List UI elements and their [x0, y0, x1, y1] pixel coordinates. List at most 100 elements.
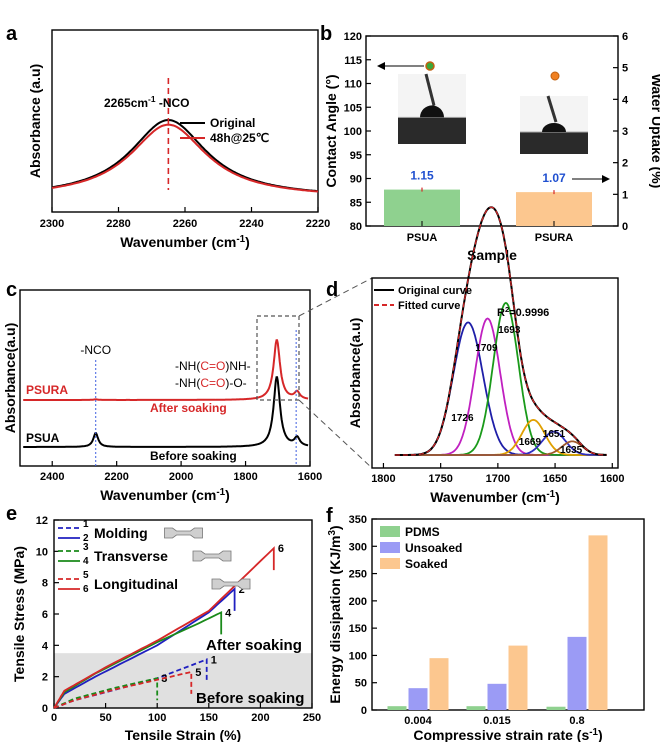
axes-box-f: [371, 518, 645, 711]
x-tick-label-a: 2260: [173, 218, 197, 230]
peak-label-d-1669: 1669: [519, 437, 542, 448]
legend-number-e-5: 5: [83, 570, 89, 581]
series-note-c-psua: Before soaking: [150, 449, 237, 463]
x-tick-label-a: 2240: [239, 218, 263, 230]
curve-number-label-2: 2: [239, 584, 245, 596]
x-tick-label-e: 250: [303, 712, 321, 724]
peak-label-d-1726: 1726: [451, 413, 474, 424]
legend-number-e-2: 2: [83, 533, 89, 544]
zoom-box-c: [256, 315, 300, 401]
legend-group-e-2: Longitudinal: [94, 576, 178, 592]
category-label-b: PSUA: [407, 232, 438, 244]
y-axis-label-f: Energy dissipation (KJ/m3): [327, 525, 344, 703]
category-label-f: 0.8: [569, 715, 584, 727]
bar-f-unsoaked-0.004: [408, 688, 428, 710]
legend-swatch-f-1: [380, 542, 400, 553]
needle: [424, 73, 436, 106]
legend-number-e-4: 4: [83, 556, 89, 567]
y2-tick-label-b: 4: [622, 94, 629, 106]
panel-label-a: a: [6, 23, 18, 45]
series-label-c-psua: PSUA: [26, 431, 60, 445]
fit-peak-d-1635: [394, 440, 607, 456]
legend-group-e-0: Molding: [94, 525, 148, 541]
y-tick-label-b: 85: [350, 197, 362, 209]
peak-label-d-1635: 1635: [560, 445, 583, 456]
bar-f-unsoaked-0.015: [487, 683, 507, 710]
peak-label-a: 2265cm-1 -NCO: [104, 94, 190, 110]
legend-number-e-1: 1: [83, 519, 89, 530]
droplet-photo-b-0: [398, 73, 466, 144]
panel-label-c: c: [6, 279, 17, 301]
legend-swatch-f-2: [380, 558, 400, 569]
axes-box-d: [371, 277, 619, 469]
legend-number-e-3: 3: [83, 542, 89, 553]
series-line-a-0: [51, 118, 319, 193]
y-tick-label-b: 100: [344, 126, 362, 138]
y-tick-label-b: 105: [344, 102, 362, 114]
droplet-photo-b-1: [520, 95, 588, 154]
y-axis-label-a: Absorbance (a.u): [27, 64, 43, 178]
bar-b-psua: [384, 189, 460, 226]
stress-strain-curve-6: [53, 546, 275, 709]
arrowhead-right-b: [602, 175, 610, 183]
bar-f-soaked-0.004: [429, 658, 449, 710]
y-tick-label-f: 0: [361, 705, 367, 717]
curve-number-label-3: 3: [161, 673, 167, 685]
axes-box-c: [19, 289, 311, 467]
droplet: [420, 105, 444, 118]
shaded-region-e: [54, 653, 312, 708]
x-tick-label-d: 1700: [486, 473, 510, 485]
axes-box-a: [51, 29, 319, 213]
urea-bond-label-c: -NH(C=O)NH-: [175, 359, 251, 373]
y-axis-label-c: Absorbance(a.u): [2, 323, 18, 433]
x-tick-label-e: 50: [99, 712, 111, 724]
dogbone-specimen-icon: [164, 527, 203, 539]
panel-label-e: e: [6, 503, 17, 525]
marker-dot-psura: [550, 71, 560, 81]
series-note-c-psura: After soaking: [150, 401, 227, 415]
curve-number-label-5: 5: [195, 667, 201, 679]
zoom-connector-top: [298, 277, 373, 317]
value-label-b: 1.07: [542, 171, 566, 185]
dogbone-specimen-icon: [192, 550, 232, 562]
y2-tick-label-b: 3: [622, 126, 628, 138]
x-tick-label-c: 2200: [104, 471, 128, 483]
y2-tick-label-b: 0: [622, 221, 628, 233]
panel-label-d: d: [326, 279, 338, 301]
category-label-f: 0.015: [483, 715, 511, 727]
x-axis-label-e: Tensile Strain (%): [125, 727, 241, 742]
photo-substrate: [398, 117, 466, 144]
legend-label-d-0: Original curve: [398, 285, 472, 297]
x-tick-label-a: 2220: [306, 218, 330, 230]
legend-label-f-0: PDMS: [405, 525, 440, 539]
panel-label-f: f: [326, 505, 333, 527]
x-tick-label-c: 1800: [233, 471, 257, 483]
y2-tick-label-b: 6: [622, 31, 628, 43]
y-tick-label-f: 250: [349, 569, 367, 581]
x-tick-label-d: 1750: [428, 473, 452, 485]
y-tick-label-b: 120: [344, 31, 362, 43]
region-label-after-soaking: After soaking: [206, 637, 302, 654]
y-axis-label-d: Absorbance(a.u): [347, 318, 363, 428]
y-tick-label-f: 300: [349, 541, 367, 553]
value-label-b: 1.15: [410, 169, 434, 183]
fit-peak-d-1726: [394, 321, 607, 456]
x-axis-label-a: Wavenumber (cm-1): [120, 234, 250, 251]
y-tick-label-b: 90: [350, 174, 362, 186]
bar-f-soaked-0.015: [508, 645, 528, 710]
stress-strain-curve-5: [53, 670, 193, 709]
x-tick-label-c: 1600: [298, 471, 322, 483]
legend-label-f-1: Unsoaked: [405, 541, 462, 555]
legend-label-f-2: Soaked: [405, 557, 448, 571]
y-tick-label-f: 50: [355, 678, 367, 690]
y-tick-label-e: 6: [42, 609, 48, 621]
r2-label-d: R2=0.9996: [497, 305, 549, 320]
series-line-a-1: [51, 123, 319, 193]
nco-label-c: -NCO: [80, 343, 111, 357]
legend-swatch-f-0: [380, 526, 400, 537]
x-tick-label-d: 1600: [600, 473, 624, 485]
x-tick-label-e: 100: [148, 712, 166, 724]
y-axis-label-e: Tensile Stress (MPa): [11, 546, 27, 682]
peak-label-d-1651: 1651: [543, 429, 566, 440]
